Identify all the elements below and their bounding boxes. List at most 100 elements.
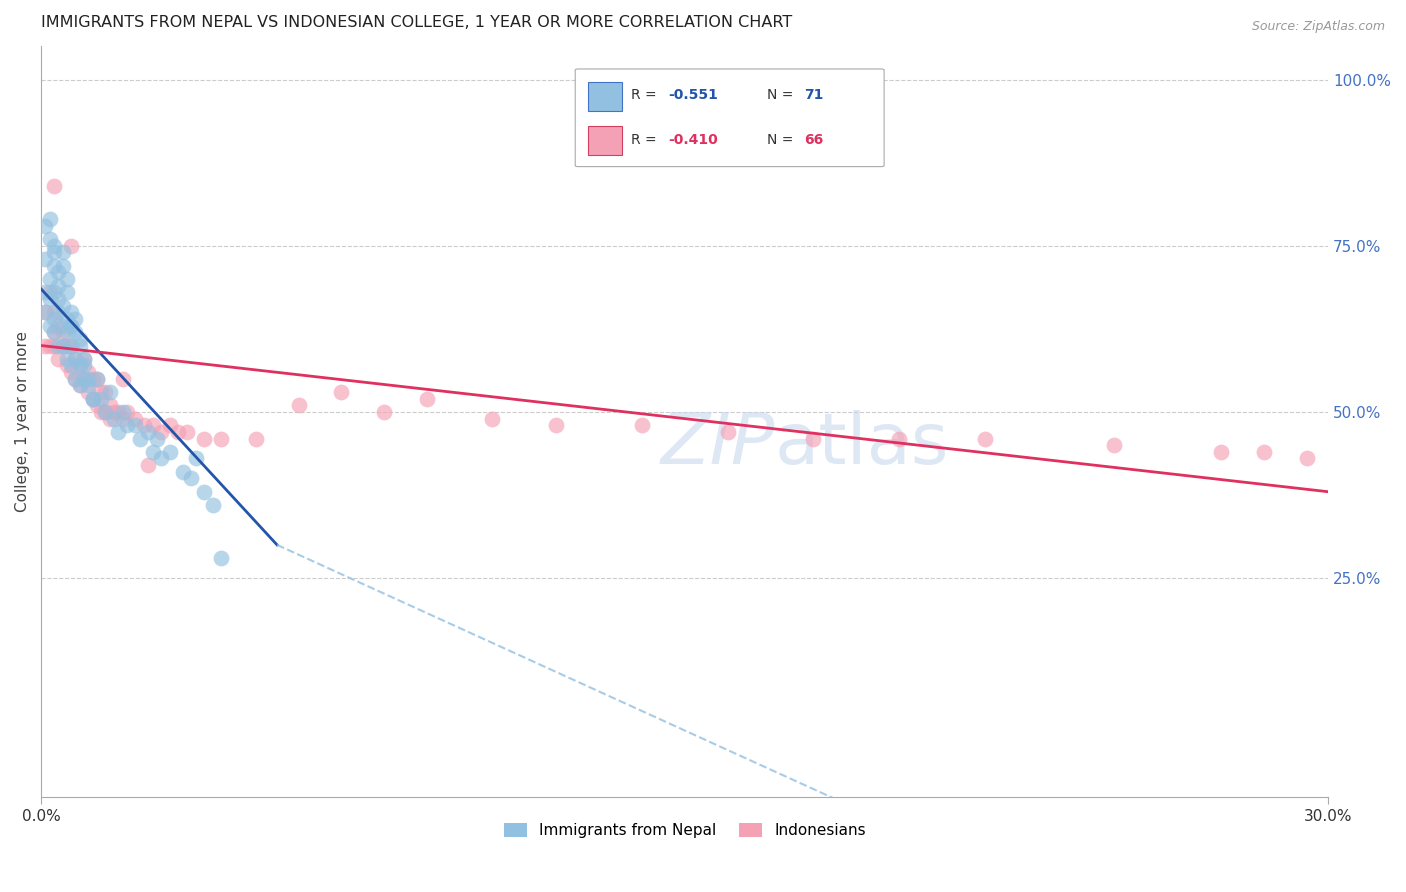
Point [56, 272, 79, 286]
Point [73, 351, 96, 366]
Point [82, 392, 104, 406]
Point [51, 338, 73, 352]
Point [111, 405, 134, 419]
Point [138, 458, 160, 472]
Point [46, 292, 69, 306]
Point [82, 392, 104, 406]
Point [42, 305, 65, 319]
Point [86, 372, 108, 386]
Point [46, 305, 69, 319]
Point [56, 359, 79, 373]
Point [51, 245, 73, 260]
Point [77, 365, 100, 379]
Point [90, 405, 112, 419]
Point [34, 305, 56, 319]
Point [69, 359, 91, 373]
Point [150, 451, 173, 466]
Point [42, 312, 65, 326]
Point [142, 418, 165, 433]
Point [42, 239, 65, 253]
Point [132, 418, 155, 433]
Point [46, 338, 69, 352]
Point [69, 359, 91, 373]
Point [42, 259, 65, 273]
Point [34, 285, 56, 300]
Point [34, 219, 56, 233]
Point [65, 351, 87, 366]
Point [180, 471, 202, 485]
Point [69, 378, 91, 392]
Point [34, 252, 56, 266]
Point [159, 445, 181, 459]
Point [46, 351, 69, 366]
Point [138, 425, 160, 439]
Point [716, 425, 738, 439]
Point [630, 418, 652, 433]
Point [73, 372, 96, 386]
Point [65, 372, 87, 386]
Point [69, 378, 91, 392]
Point [128, 432, 150, 446]
Text: ZIP: ZIP [661, 410, 775, 479]
Point [73, 372, 96, 386]
Point [98, 411, 121, 425]
Point [172, 465, 194, 479]
Point [60, 359, 83, 373]
Point [416, 392, 439, 406]
Point [103, 411, 125, 425]
Point [82, 372, 104, 386]
Point [38, 285, 60, 300]
Point [69, 338, 91, 352]
Point [103, 405, 125, 419]
Point [56, 351, 79, 366]
Point [287, 398, 309, 412]
Point [86, 398, 108, 412]
Point [42, 338, 65, 352]
Point [184, 451, 207, 466]
Point [90, 385, 112, 400]
Point [56, 325, 79, 339]
Point [46, 278, 69, 293]
Point [60, 318, 83, 333]
Point [974, 432, 997, 446]
Point [1209, 445, 1232, 459]
Point [1102, 438, 1125, 452]
Point [69, 332, 91, 346]
Point [86, 372, 108, 386]
Point [1295, 451, 1317, 466]
Point [373, 405, 395, 419]
Point [481, 411, 503, 425]
Point [1253, 445, 1275, 459]
Point [98, 398, 121, 412]
Point [65, 325, 87, 339]
Point [51, 299, 73, 313]
Text: IMMIGRANTS FROM NEPAL VS INDONESIAN COLLEGE, 1 YEAR OR MORE CORRELATION CHART: IMMIGRANTS FROM NEPAL VS INDONESIAN COLL… [41, 15, 793, 30]
Point [82, 392, 104, 406]
Point [60, 239, 83, 253]
Point [56, 338, 79, 352]
Point [245, 432, 267, 446]
Point [111, 372, 134, 386]
Point [544, 418, 567, 433]
Legend: Immigrants from Nepal, Indonesians: Immigrants from Nepal, Indonesians [496, 816, 873, 847]
Text: atlas: atlas [775, 410, 949, 479]
Point [60, 365, 83, 379]
Point [42, 245, 65, 260]
Point [42, 325, 65, 339]
Point [51, 338, 73, 352]
Point [65, 351, 87, 366]
Point [150, 425, 173, 439]
Text: Source: ZipAtlas.com: Source: ZipAtlas.com [1251, 20, 1385, 33]
Point [115, 418, 138, 433]
Point [107, 405, 129, 419]
Point [60, 305, 83, 319]
Point [209, 551, 232, 566]
Point [73, 351, 96, 366]
Point [887, 432, 910, 446]
Point [209, 432, 232, 446]
Y-axis label: College, 1 year or more: College, 1 year or more [15, 332, 30, 512]
Point [142, 445, 165, 459]
Point [51, 318, 73, 333]
Point [34, 305, 56, 319]
Point [42, 179, 65, 194]
